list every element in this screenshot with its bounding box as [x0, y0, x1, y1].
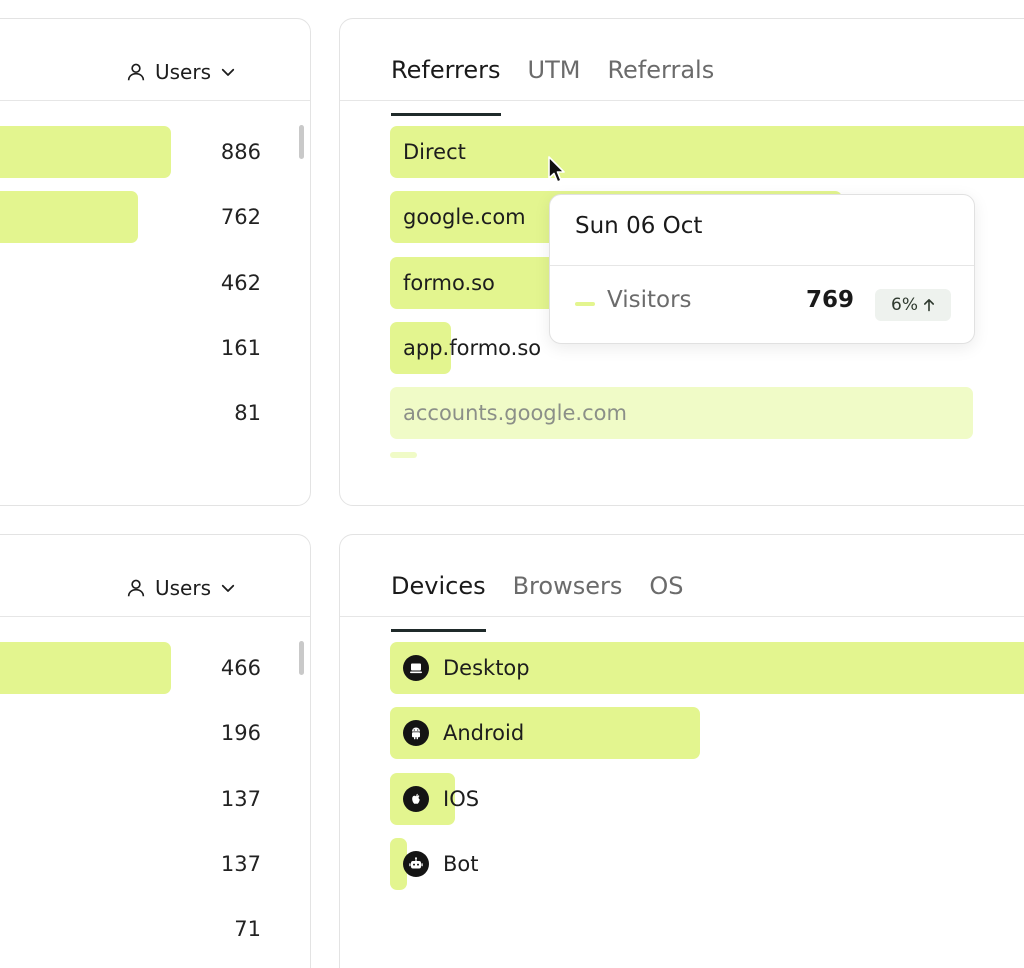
scrollbar-thumb[interactable]	[299, 125, 304, 159]
list-item-label: IOS	[443, 787, 480, 811]
tooltip-divider	[550, 265, 974, 266]
tab-os[interactable]: OS	[649, 572, 684, 600]
users-dropdown-label: Users	[155, 576, 212, 600]
chart-tooltip: Sun 06 Oct Visitors 769 6%	[549, 194, 975, 344]
change-badge: 6%	[875, 289, 951, 321]
arrow-up-icon	[923, 299, 934, 312]
list-item-value: 137	[220, 852, 261, 876]
list-item-label: Desktop	[443, 656, 530, 680]
android-icon	[403, 720, 429, 746]
list-item-value: 466	[220, 656, 261, 680]
list-item-value: 71	[234, 917, 261, 941]
user-icon	[127, 579, 145, 597]
list-item-label: google.com	[403, 205, 526, 229]
tab-devices[interactable]: Devices	[391, 571, 486, 632]
list-item-label: formo.so	[403, 271, 495, 295]
panel-header: Referrers UTM Referrals	[340, 19, 1024, 116]
panel-header: Users	[0, 535, 310, 617]
list-item-bar[interactable]	[390, 387, 973, 439]
bot-icon	[403, 851, 429, 877]
list-item-bar[interactable]	[0, 126, 171, 178]
bottom-left-panel: Users 466 196 137 137 71	[0, 534, 311, 968]
list-item-label: Android	[443, 721, 525, 745]
list-item-value: 762	[220, 205, 261, 229]
list-item-bar[interactable]	[390, 707, 700, 759]
change-value: 6%	[891, 295, 918, 315]
desktop-icon	[403, 655, 429, 681]
list-item-bar[interactable]	[390, 126, 1024, 178]
tab-referrers[interactable]: Referrers	[391, 55, 501, 116]
list-item-label: accounts.google.com	[403, 401, 627, 425]
list-item-value: 161	[220, 336, 261, 360]
list-item-bar[interactable]	[390, 257, 560, 309]
panel-header: Devices Browsers OS	[340, 535, 1024, 632]
list-item-bar[interactable]	[0, 191, 138, 243]
list-item-label: Bot	[443, 852, 479, 876]
tooltip-value: 769	[805, 287, 854, 313]
chevron-down-icon	[221, 584, 235, 592]
user-icon	[127, 63, 145, 81]
list-item-bar[interactable]	[390, 642, 1024, 694]
tooltip-date: Sun 06 Oct	[575, 213, 703, 239]
list-item-label: Direct	[403, 140, 466, 164]
list-item-bar[interactable]	[0, 642, 171, 694]
users-dropdown-label: Users	[155, 60, 212, 84]
list-item-label: app.formo.so	[403, 336, 542, 360]
list-item-value: 886	[220, 140, 261, 164]
list-item-value: 137	[220, 787, 261, 811]
mouse-cursor-icon	[548, 156, 565, 183]
tooltip-series-label: Visitors	[607, 287, 692, 313]
list-item-value: 81	[234, 401, 261, 425]
series-swatch	[575, 302, 595, 306]
list-item-bar[interactable]	[390, 322, 451, 374]
devices-panel: Devices Browsers OS Desktop Android IOS …	[339, 534, 1024, 968]
tab-bar: Devices Browsers OS	[391, 571, 684, 632]
tab-utm[interactable]: UTM	[527, 56, 581, 84]
apple-icon	[403, 786, 429, 812]
list-item-bar[interactable]	[390, 838, 407, 890]
top-left-panel: Users 886 762 462 161 81	[0, 18, 311, 506]
list-item-bar-partial	[390, 452, 417, 458]
tab-bar: Referrers UTM Referrals	[391, 55, 715, 116]
users-dropdown[interactable]: Users	[125, 573, 237, 603]
panel-header: Users	[0, 19, 310, 101]
tab-browsers[interactable]: Browsers	[512, 572, 623, 600]
chevron-down-icon	[221, 68, 235, 76]
list-item-value: 462	[220, 271, 261, 295]
users-dropdown[interactable]: Users	[125, 57, 237, 87]
tab-referrals[interactable]: Referrals	[607, 56, 715, 84]
list-item-value: 196	[220, 721, 261, 745]
scrollbar-thumb[interactable]	[299, 641, 304, 675]
